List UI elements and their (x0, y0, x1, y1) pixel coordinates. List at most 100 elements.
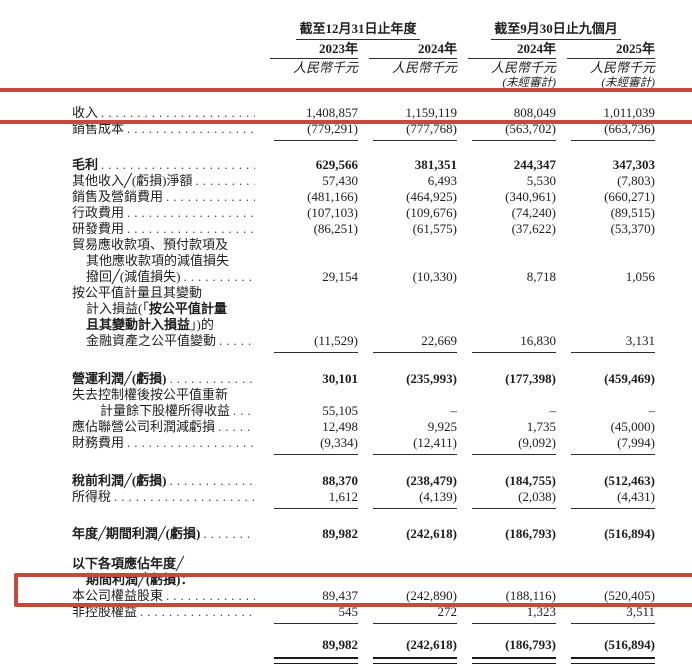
single-rule-line (274, 140, 358, 141)
cell-value-col3: 8,718 (526, 269, 556, 284)
column-rule (259, 352, 358, 353)
column-rule (259, 623, 358, 624)
cell-value-col4: (53,370) (610, 221, 655, 236)
cell-value-col1: (11,529) (314, 333, 358, 348)
label-text: 收入 (72, 105, 99, 120)
single-rule-row (0, 454, 692, 455)
cell-value-col2: (777,768) (406, 121, 457, 136)
cell-value-col1: 88,370 (322, 473, 358, 488)
label-text: 以下各項應佔年度╱ (72, 556, 184, 571)
row-label-line: 其他收入╱(虧損)淨額 (72, 173, 259, 189)
column-rule (358, 140, 457, 141)
period-group-nine-months-title: 截至9月30日止九個月 (491, 18, 621, 40)
row-label-line: 財務費用 (72, 435, 259, 451)
cell-value-col3: (9,092) (518, 435, 556, 450)
cell-value-col4: (4,431) (617, 489, 655, 504)
cell-value-col2: 22,669 (421, 333, 457, 348)
cell-value-col4: 3,131 (625, 333, 655, 348)
cell-value-col4: 1,011,039 (603, 105, 655, 120)
label-text: 其他應收款項的減值損失 (86, 253, 230, 268)
cell-value-col4: (516,894) (604, 637, 655, 652)
cell-value-col4: (660,271) (604, 189, 655, 204)
cell-value-col4: (7,803) (617, 173, 655, 188)
table-row-profit-for-period: 年度╱期間利潤╱(虧損) 89,982 (242,618) (186,793) (516… (0, 526, 692, 542)
cell-value-col1: 89,982 (322, 526, 358, 541)
row-label-line: 年度╱期間利潤╱(虧損) (72, 526, 259, 542)
table-row-equity-shareholders: 本公司權益股東 89,437 (242,890) (188,116) (520,405) (0, 573, 692, 607)
label-text: 所得稅 (72, 489, 112, 504)
cell-value-col4: (512,463) (604, 473, 655, 488)
row-label-line: 銷售及營銷費用 (72, 189, 259, 205)
column-rule (358, 623, 457, 624)
cell-value-col4: – (648, 403, 656, 418)
single-rule-line (373, 508, 457, 509)
cell-value-col3: 1,735 (526, 419, 556, 434)
label-text: 行政費用 (72, 205, 125, 220)
cell-value-col2: (242,890) (406, 588, 457, 603)
cell-value-col4: (663,736) (604, 121, 655, 136)
label-text: 計入損益(「 (86, 301, 149, 316)
cell-value-col1: (9,334) (320, 435, 358, 450)
cell-value-col1: 1,408,857 (306, 105, 358, 120)
unit-label: 人民幣千元 (292, 60, 358, 75)
row-label: 按公平值計量且其變動 計入損益(「 按公平值計量 且其變動計入損益 」)的 金融資產之公平… (72, 285, 259, 349)
table-row-share-of-associates: 應佔聯營公司利潤減虧損 12,498 9,925 1,735 (45,000) (0, 419, 692, 435)
period-group-nine-months: 截至9月30日止九個月 (457, 18, 655, 40)
section-gap (0, 626, 692, 637)
year-label: 2023年 (270, 42, 358, 59)
cell-value-col1: 1,612 (328, 489, 358, 504)
table-row-income-tax: 所得稅 1,612 (4,139) (2,038) (4,431) (0, 489, 692, 505)
table-row-gross-profit: 毛利 629,566 381,351 244,347 347,303 (0, 157, 692, 173)
cell-value-col3: 244,347 (513, 157, 556, 172)
row-label-line: 收入 (72, 105, 259, 121)
row-label-line: 期間利潤╱(虧損)： (72, 572, 655, 588)
cell-value-col4: (520,405) (604, 588, 655, 603)
cell-value-col4: (89,515) (610, 205, 655, 220)
section-gap (0, 143, 692, 157)
table-row-finance-costs: 財務費用 (9,334) (12,411) (9,092) (7,994) (0, 435, 692, 451)
row-values: (9,334) (12,411) (9,092) (7,994) (259, 435, 655, 451)
label-text: 年度╱期間利潤╱(虧損) (72, 526, 201, 541)
row-values: 1,612 (4,139) (2,038) (4,431) (259, 489, 655, 505)
row-label: 稅前利潤╱(虧損) (72, 473, 259, 489)
column-rule (556, 508, 655, 509)
cell-value-col3: – (549, 403, 557, 418)
row-label-line: 所得稅 (72, 489, 259, 505)
column-rule (358, 454, 457, 455)
row-label-line: 營運利潤╱(虧損) (72, 371, 259, 387)
label-text: 撥回╱(減值損失) (86, 269, 181, 284)
label-text: 按公平值計量 (148, 301, 227, 316)
year-column-2023: 2023年 (259, 42, 358, 59)
single-rule-line (571, 508, 655, 509)
cell-value-col1: 629,566 (315, 157, 358, 172)
column-rule (457, 454, 556, 455)
label-text: 」)的 (190, 317, 214, 332)
row-label: 應佔聯營公司利潤減虧損 (72, 419, 259, 435)
cell-value-col3: (186,793) (505, 637, 556, 652)
cell-value-col3: 16,830 (520, 333, 556, 348)
column-rule (457, 508, 556, 509)
table-header-period-groups: 截至12月31日止年度 截至9月30日止九個月 (0, 20, 692, 40)
cell-value-col3: 5,530 (526, 173, 556, 188)
cell-value-col3: (74,240) (511, 205, 556, 220)
single-rule-line (274, 454, 358, 455)
cell-value-col4: (516,894) (604, 526, 655, 541)
double-rule-row (0, 657, 692, 664)
table-row-total: 89,982 (242,618) (186,793) (516,894) (0, 637, 692, 653)
table-row-operating-profit: 營運利潤╱(虧損) 30,101 (235,993) (177,398) (459,46… (0, 371, 692, 387)
column-rule (556, 454, 655, 455)
table-row-rd-expenses: 研發費用 (86,251) (61,575) (37,622) (53,370) (0, 221, 692, 237)
table-row-fvtpl-fair-value-change: 按公平值計量且其變動 計入損益(「 按公平值計量 且其變動計入損益 」)的 金融資產之公平… (0, 285, 692, 349)
row-label-line: 且其變動計入損益 」)的 (72, 317, 259, 333)
single-rule-line (373, 140, 457, 141)
cell-value-col2: (238,479) (406, 473, 457, 488)
cell-value-col3: (186,793) (505, 526, 556, 541)
year-label: 2025年 (567, 42, 655, 59)
single-rule-row (0, 140, 692, 141)
row-values: 29,154 (10,330) 8,718 1,056 (259, 269, 655, 285)
cell-value-col1: 89,437 (322, 588, 358, 603)
cell-value-col1: 29,154 (322, 269, 358, 284)
cell-value-col2: (235,993) (406, 371, 457, 386)
cell-value-col1: (107,103) (307, 205, 358, 220)
cell-value-col2: (4,139) (419, 489, 457, 504)
